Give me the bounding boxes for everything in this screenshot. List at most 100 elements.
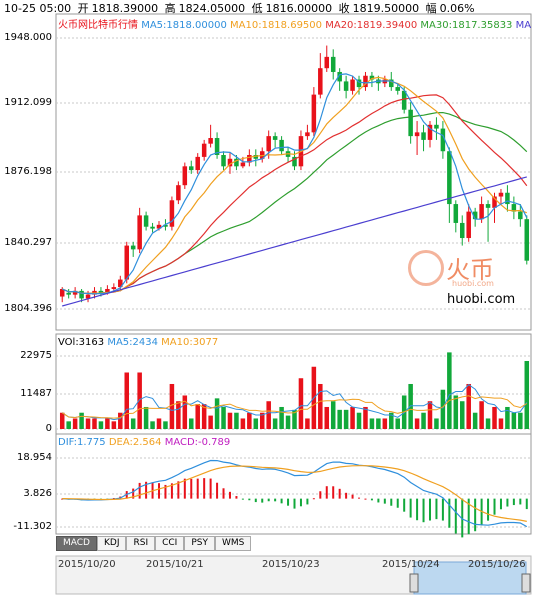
candle-up [318, 68, 323, 95]
candle-down [524, 219, 530, 261]
vol-tick-label: 0 [45, 423, 52, 434]
candle-down [337, 71, 342, 82]
macd-bar-positive [235, 496, 238, 499]
volume-bar-up [208, 415, 213, 429]
candle-down [143, 215, 149, 227]
volume-bar-down [221, 406, 226, 429]
huobi-logo-icon [408, 250, 444, 286]
candle-up [227, 158, 233, 167]
macd-bar-negative [454, 498, 457, 534]
volume-bar-down [389, 412, 394, 429]
macd-bar-positive [145, 481, 148, 499]
volume-bar-up [124, 372, 130, 429]
tab-cci[interactable]: CCI [155, 536, 185, 551]
info-high: 1824.05000 [178, 2, 246, 15]
macd-bar-positive [209, 478, 212, 499]
legend-ma5: MA5:1818.00000 [141, 20, 227, 31]
vol-tick-label: 11487 [20, 388, 52, 399]
candle-down [440, 128, 446, 152]
candle-up [350, 79, 355, 91]
volume-bar-up [266, 401, 271, 429]
macd-bar-negative [280, 498, 283, 504]
tab-rsi[interactable]: RSI [126, 536, 156, 551]
candle-up [427, 124, 433, 140]
tab-kdj[interactable]: KDJ [96, 536, 127, 551]
navigator-handle-right [521, 573, 531, 593]
macd-bar-positive [345, 492, 348, 499]
volume-bar-down [337, 409, 342, 429]
macd-bar-negative [390, 498, 393, 506]
tab-macd[interactable]: MACD [56, 536, 97, 551]
volume-bar-up [492, 406, 497, 429]
candle-up [59, 288, 65, 297]
macd-bar-negative [441, 498, 444, 521]
candle-down [485, 204, 491, 208]
info-high-label: 高 [164, 2, 176, 15]
macd-bar-positive [332, 486, 335, 499]
legend-ma10: MA10:1818.69500 [230, 20, 323, 31]
volume-bar-down [369, 418, 375, 429]
volume-bar-up [324, 406, 330, 429]
volume-bar-up [298, 378, 304, 429]
volume-bar-down [453, 395, 459, 429]
volume-bar-down [163, 421, 168, 429]
candle-down [330, 56, 336, 72]
candle-down [389, 79, 394, 88]
ma20-line [61, 94, 528, 295]
candle-up [118, 279, 123, 288]
candle-down [447, 151, 452, 205]
volume-bar-up [92, 418, 97, 429]
tab-wms[interactable]: WMS [214, 536, 252, 551]
ma5-line [61, 73, 528, 295]
macd-bar-positive [325, 486, 328, 499]
volume-bar-down [79, 412, 84, 429]
volume-bar-up [59, 412, 65, 429]
macd-bar-negative [519, 498, 522, 505]
macd-bar-positive [183, 478, 186, 499]
macd-bar-positive [164, 484, 167, 499]
vol-tick-label: 22975 [20, 350, 52, 361]
x-date-label: 2015/10/20 [58, 559, 116, 570]
volume-bar-up [227, 412, 233, 429]
volume-bar-down [376, 418, 381, 429]
candle-down [66, 292, 71, 295]
candle-down [234, 158, 239, 167]
candle-up [492, 196, 497, 208]
candle-up [169, 200, 175, 227]
volume-bar-down [292, 409, 297, 429]
dea-line [62, 465, 527, 522]
macd-tick-label: 3.826 [23, 488, 52, 499]
y-tick-label: 1948.000 [4, 32, 52, 43]
volume-bar-down [472, 412, 478, 429]
volume-bar-down [234, 412, 239, 429]
ohlc-info-bar: 10-25 05:00 开 1818.39000 高 1824.05000 低 181… [4, 2, 478, 15]
volume-bar-down [459, 401, 465, 429]
candle-up [240, 162, 246, 167]
macd-bar-positive [338, 488, 341, 499]
candle-up [111, 287, 117, 289]
macd-bar-positive [228, 491, 231, 499]
volume-bar-up [305, 418, 310, 429]
macd-bar-negative [248, 498, 251, 501]
macd-legend: DIF:1.775 DEA:2.564 MACD:-0.789 [58, 437, 230, 448]
tab-psy[interactable]: PSY [184, 536, 215, 551]
volume-bar-down [440, 389, 446, 429]
legend-more: MA [515, 20, 532, 31]
candle-down [401, 90, 407, 110]
candle-up [324, 56, 330, 69]
volume-bar-up [363, 406, 368, 429]
watermark-domain: huobi.com [447, 292, 516, 307]
volume-bar-up [169, 383, 175, 429]
macd-bar-negative [403, 498, 406, 512]
volume-bar-up [176, 401, 181, 429]
legend-dea: DEA:2.564 [108, 437, 162, 448]
x-date-label: 2015/10/23 [262, 559, 320, 570]
candle-up [466, 211, 471, 239]
candle-down [421, 132, 426, 140]
info-date: 10-25 05:00 [4, 2, 72, 15]
info-change: 0.06% [439, 2, 475, 15]
macd-bar-negative [274, 498, 277, 502]
volume-bar-down [434, 418, 439, 429]
volume-bar-up [466, 383, 471, 429]
